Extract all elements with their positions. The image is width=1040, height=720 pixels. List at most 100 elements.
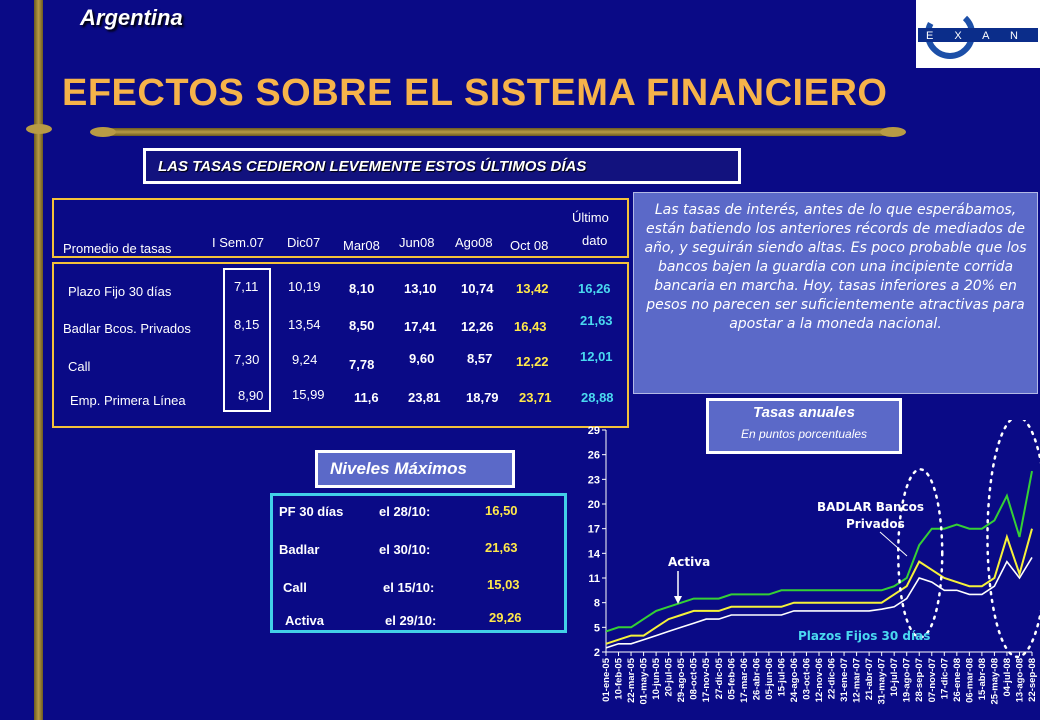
table-cell: 7,78 — [349, 357, 375, 372]
series-line-badlar — [605, 528, 1033, 645]
x-tick-label: 20-jul-05 — [664, 657, 675, 696]
table-cell: 21,63 — [580, 313, 613, 328]
table-cell: 23,81 — [408, 390, 441, 405]
max-item-name: Activa — [285, 613, 325, 628]
x-tick-label: 06-mar-08 — [964, 658, 975, 703]
x-tick-label: 15-jul-06 — [776, 658, 787, 697]
x-tick-label: 27-dic-05 — [714, 657, 725, 699]
x-tick-label: 17-dic-07 — [939, 658, 950, 699]
max-item-value: 21,63 — [485, 540, 518, 555]
table-cell: 28,88 — [581, 390, 614, 405]
y-tick-label: 29 — [588, 425, 600, 437]
table-cell: 16,43 — [514, 319, 547, 334]
table-cell: 23,71 — [519, 390, 552, 405]
y-tick-label: 11 — [588, 573, 600, 585]
max-item-name: PF 30 días — [279, 504, 344, 519]
series-line-plazo-fijo — [605, 556, 1033, 649]
first-semester-highlight-box — [223, 268, 271, 412]
table-cell: 12,22 — [516, 354, 549, 369]
x-tick-label: 03-oct-06 — [801, 658, 812, 700]
x-tick-label: 26-ene-08 — [952, 658, 963, 702]
x-tick-label: 10-jul-07 — [889, 658, 900, 697]
x-tick-label: 17-nov-05 — [701, 657, 712, 702]
exante-logo: E X A N T E — [916, 0, 1040, 68]
table-cell: 9,24 — [292, 352, 318, 367]
x-tick-label: 22-mar-05 — [626, 657, 637, 703]
y-tick-label: 14 — [588, 548, 601, 560]
max-levels-title: Niveles Máximos — [315, 450, 515, 488]
x-tick-label: 05-jun-06 — [764, 658, 775, 700]
gold-vertical-bar — [34, 0, 43, 720]
chart-title: Tasas anuales — [752, 404, 855, 421]
chart-title-panel: Tasas anuales En puntos porcentuales — [706, 398, 902, 454]
table-cell: 18,79 — [466, 390, 499, 405]
annotation-label: Activa — [668, 555, 710, 569]
max-item-date: el 15/10: — [383, 580, 435, 595]
y-tick-label: 17 — [588, 524, 600, 536]
gold-bar-cap — [90, 127, 116, 137]
table-cell: 10,19 — [288, 279, 321, 294]
max-item-name: Badlar — [279, 542, 320, 557]
x-tick-label: 25-may-08 — [989, 658, 1000, 704]
max-item-value: 16,50 — [485, 503, 518, 518]
x-tick-label: 07-nov-07 — [927, 658, 938, 702]
table-cell: 9,60 — [409, 351, 435, 366]
annotation-label: BADLAR Bancos — [817, 500, 924, 514]
annotation-label: Privados — [846, 517, 905, 531]
rates-table-body-frame — [52, 262, 629, 428]
x-tick-label: 21-abr-07 — [864, 658, 875, 700]
max-item-date: el 30/10: — [379, 542, 431, 557]
col-header: Jun08 — [399, 235, 435, 250]
x-tick-label: 01-ene-05 — [601, 657, 612, 702]
table-cell: 7,11 — [234, 279, 259, 294]
max-item-date: el 28/10: — [379, 504, 431, 519]
max-item-value: 29,26 — [489, 610, 522, 625]
x-tick-label: 24-ago-06 — [789, 658, 800, 702]
rates-table-header-frame — [52, 198, 629, 258]
col-header: Dic07 — [287, 235, 321, 250]
max-levels-panel: PF 30 días el 28/10: 16,50 Badlar el 30/… — [270, 493, 567, 633]
col-header: dato — [582, 233, 608, 248]
x-tick-label: 29-ago-05 — [676, 657, 687, 702]
table-cell: 8,15 — [234, 317, 260, 332]
table-cell: 8,90 — [238, 388, 264, 403]
col-header: I Sem.07 — [212, 235, 265, 250]
page-title: EFECTOS SOBRE EL SISTEMA FINANCIERO — [62, 72, 888, 114]
table-cell: 13,54 — [288, 317, 321, 332]
col-header: Último — [572, 210, 609, 225]
row-label: Call — [68, 359, 91, 374]
table-cell: 10,74 — [461, 281, 494, 296]
annotation-label: Plazos Fijos 30 días — [798, 629, 930, 643]
x-tick-label: 17-mar-06 — [739, 658, 750, 703]
row-header: Promedio de tasas — [63, 241, 172, 256]
x-tick-label: 15-abr-08 — [977, 658, 988, 700]
x-tick-label: 22-dic-06 — [827, 658, 838, 699]
chart-subtitle: En puntos porcentuales — [740, 427, 868, 441]
table-cell: 13,10 — [404, 281, 437, 296]
y-tick-label: 5 — [594, 622, 600, 634]
table-cell: 17,41 — [404, 319, 437, 334]
table-cell: 8,57 — [467, 351, 493, 366]
svg-text:E X A N T E: E X A N T E — [926, 30, 1040, 42]
max-item-name: Call — [283, 580, 307, 595]
table-cell: 13,42 — [516, 281, 549, 296]
highlight-ellipse — [896, 468, 944, 639]
col-header: Oct 08 — [510, 238, 549, 253]
x-tick-label: 12-nov-06 — [814, 658, 825, 702]
x-tick-label: 04-jul-08 — [1002, 658, 1013, 697]
rates-chart: 2 5 8 11 14 17 20 23 26 29 01-ene-05 10-feb-05 22-ma… — [588, 420, 1040, 704]
highlight-ellipse — [986, 420, 1040, 659]
x-tick-label: 05-feb-06 — [726, 658, 737, 700]
max-item-date: el 29/10: — [385, 613, 437, 628]
y-tick-label: 8 — [594, 598, 600, 610]
row-label: Emp. Primera Línea — [70, 393, 186, 408]
table-cell: 11,6 — [354, 390, 379, 405]
x-tick-label: 10-jun-05 — [651, 657, 662, 699]
series-line-activa — [605, 470, 1033, 633]
row-label: Badlar Bcos. Privados — [63, 321, 191, 336]
table-cell: 15,99 — [292, 387, 325, 402]
table-cell: 7,30 — [234, 352, 260, 367]
y-tick-label: 20 — [588, 499, 600, 511]
x-tick-label: 31-ene-07 — [839, 658, 850, 702]
table-cell: 12,26 — [461, 319, 494, 334]
